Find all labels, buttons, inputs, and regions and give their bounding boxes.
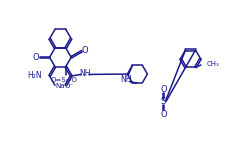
Text: O: O — [82, 46, 88, 55]
Text: Na: Na — [56, 83, 65, 89]
Text: O: O — [160, 85, 167, 94]
Text: NH: NH — [79, 69, 91, 78]
Text: S: S — [161, 97, 166, 106]
Text: O⁻: O⁻ — [64, 83, 73, 89]
Text: NH: NH — [121, 75, 132, 84]
Text: O: O — [160, 110, 167, 119]
Text: H₂N: H₂N — [27, 71, 42, 80]
Text: O: O — [32, 53, 39, 62]
Text: O=S=O: O=S=O — [51, 77, 78, 83]
Text: CH₃: CH₃ — [206, 61, 219, 67]
